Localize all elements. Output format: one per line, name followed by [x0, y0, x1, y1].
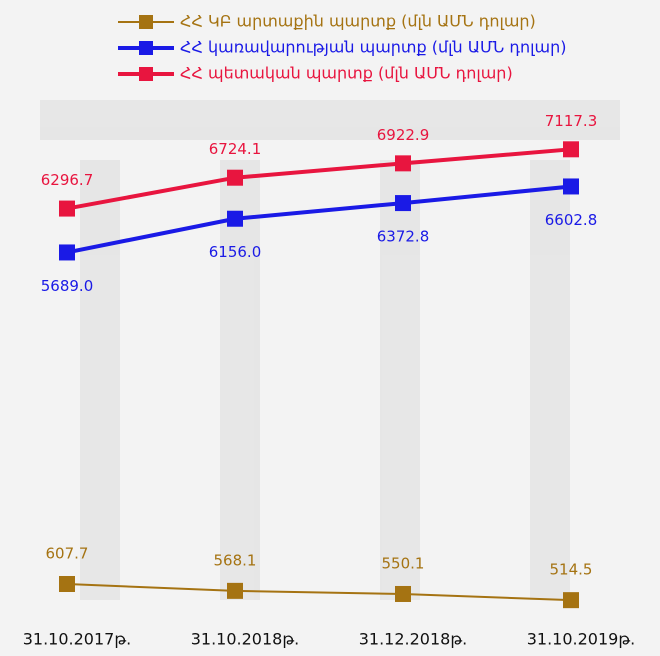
data-label: 5689.0 — [41, 277, 94, 295]
data-point — [59, 575, 75, 592]
data-point — [563, 178, 579, 195]
data-label: 6296.7 — [41, 171, 94, 189]
x-tick-label: 31.10.2017թ. — [23, 630, 132, 649]
legend-marker — [139, 15, 153, 29]
series-line — [66, 184, 572, 255]
legend-marker — [139, 67, 153, 81]
data-label: 514.5 — [550, 561, 593, 579]
data-label: 6156.0 — [209, 243, 262, 261]
x-tick-label: 31.12.2018թ. — [359, 630, 468, 649]
data-point — [59, 200, 75, 217]
x-tick-label: 31.10.2019թ. — [527, 630, 636, 649]
data-point — [395, 195, 411, 212]
data-label: 6922.9 — [377, 126, 430, 144]
legend-label: ՀՀ պետական պարտք (մլն ԱՄՆ դոլար) — [180, 64, 513, 83]
background-art — [40, 100, 620, 600]
x-tick-label: 31.10.2018թ. — [191, 630, 300, 649]
data-label: 550.1 — [382, 554, 425, 572]
data-point — [227, 169, 243, 186]
data-label: 7117.3 — [545, 112, 598, 130]
data-label: 568.1 — [214, 551, 257, 569]
data-point — [563, 141, 579, 158]
data-point — [59, 244, 75, 261]
legend-label: ՀՀ կառավարության պարտք (մլն ԱՄՆ դոլար) — [180, 38, 566, 57]
data-point — [227, 210, 243, 227]
legend-label: ՀՀ ԿԲ արտաքին պարտք (մլն ԱՄՆ դոլար) — [180, 12, 536, 31]
data-point — [395, 585, 411, 602]
legend-marker — [139, 41, 153, 55]
series-line — [66, 147, 572, 211]
series-line — [66, 582, 572, 602]
data-point — [395, 155, 411, 172]
data-point — [563, 592, 579, 609]
data-label: 6602.8 — [545, 211, 598, 229]
data-label: 6724.1 — [209, 140, 262, 158]
data-point — [227, 582, 243, 599]
data-label: 6372.8 — [377, 228, 430, 246]
data-label: 607.7 — [46, 544, 89, 562]
